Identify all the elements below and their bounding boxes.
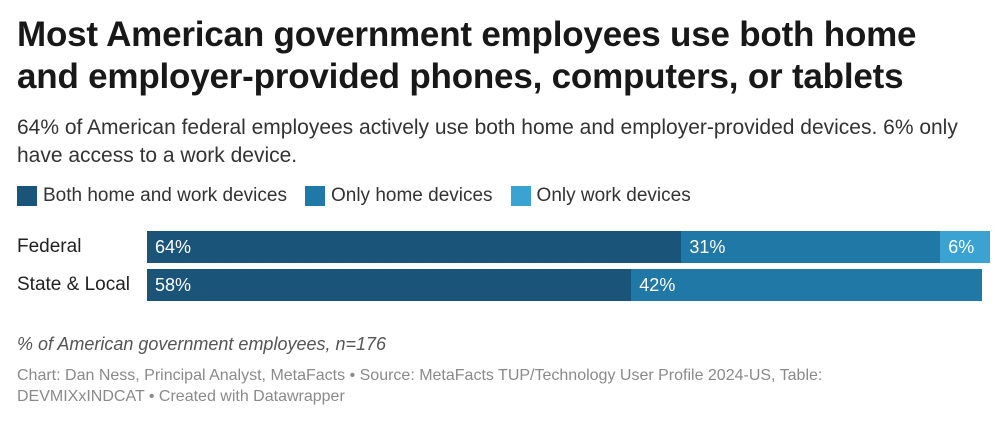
bar-segment-federal-2: 6% [940, 231, 991, 263]
row-label-state-local: State & Local [17, 274, 131, 295]
legend-swatch-both [17, 186, 37, 206]
chart-title: Most American government employees use b… [17, 15, 917, 96]
data-label-state-local-0: 58% [155, 275, 192, 295]
legend-item-work-only: Only work devices [510, 185, 691, 207]
bar-segment-state-local-1: 42% [631, 269, 982, 301]
row-label-federal: Federal [17, 236, 82, 257]
legend-swatch-work-only [510, 186, 531, 206]
legend-item-both: Both home and work devices [17, 185, 287, 207]
legend-label-work-only: Only work devices [536, 185, 691, 206]
data-label-federal-2: 6% [948, 237, 975, 257]
chart-notes: % of American government employees, n=17… [17, 334, 387, 354]
legend: Both home and work devices Only home dev… [17, 184, 709, 208]
data-label-state-local-1: 42% [639, 275, 676, 295]
legend-label-both: Both home and work devices [43, 185, 287, 206]
legend-label-home-only: Only home devices [330, 185, 493, 206]
bar-segment-federal-1: 31% [681, 231, 941, 263]
data-label-federal-1: 31% [689, 237, 726, 257]
data-label-federal-0: 64% [155, 237, 192, 257]
chart-subtitle: 64% of American federal employees active… [17, 116, 958, 167]
bar-segment-federal-0: 64% [147, 231, 682, 263]
legend-item-home-only: Only home devices [304, 185, 493, 207]
legend-swatch-home-only [304, 186, 325, 206]
bar-segment-state-local-0: 58% [147, 269, 632, 301]
chart-source: Chart: Dan Ness, Principal Analyst, Meta… [17, 367, 823, 405]
